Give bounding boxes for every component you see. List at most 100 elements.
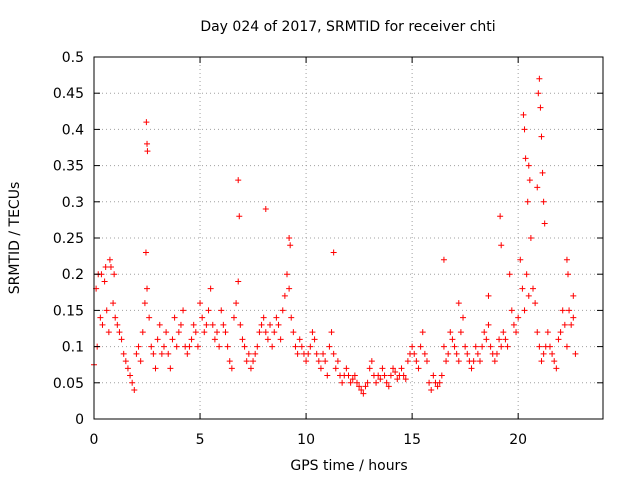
data-point (423, 358, 430, 365)
data-point (572, 350, 579, 357)
data-point (498, 343, 505, 350)
data-point (455, 300, 462, 307)
y-tick-label: 0.05 (53, 376, 84, 392)
data-point (523, 271, 530, 278)
data-point (462, 343, 469, 350)
data-point (277, 336, 284, 343)
data-point (315, 358, 322, 365)
data-point (101, 278, 108, 285)
data-point (214, 329, 221, 336)
data-point (294, 350, 301, 357)
data-point (413, 358, 420, 365)
data-point (143, 119, 150, 126)
data-point (430, 372, 437, 379)
data-point (156, 321, 163, 328)
data-point (102, 263, 109, 270)
data-point (373, 379, 380, 386)
x-tick-label: 10 (297, 432, 315, 448)
data-point (243, 358, 250, 365)
data-point (326, 343, 333, 350)
data-point (311, 336, 318, 343)
data-point (362, 383, 369, 390)
data-point (481, 329, 488, 336)
data-point (163, 329, 170, 336)
data-point (207, 285, 214, 292)
data-point (186, 343, 193, 350)
data-point (563, 256, 570, 263)
data-point (551, 358, 558, 365)
data-point (116, 329, 123, 336)
data-point (146, 314, 153, 321)
y-tick-label: 0.2 (62, 267, 84, 283)
data-point (472, 343, 479, 350)
data-point (237, 321, 244, 328)
data-point (150, 350, 157, 357)
data-point (262, 329, 269, 336)
data-point (379, 365, 386, 372)
data-point (317, 365, 324, 372)
data-point (426, 379, 433, 386)
data-point (508, 307, 515, 314)
data-point (287, 242, 294, 249)
data-point (417, 343, 424, 350)
data-point (409, 343, 416, 350)
data-point (283, 271, 290, 278)
data-point (194, 343, 201, 350)
data-point (525, 292, 532, 299)
data-point (385, 383, 392, 390)
data-point (343, 365, 350, 372)
data-point (506, 271, 513, 278)
data-point (99, 321, 106, 328)
data-point (356, 383, 363, 390)
data-point (455, 358, 462, 365)
data-point (513, 329, 520, 336)
data-point (546, 343, 553, 350)
data-point (559, 307, 566, 314)
data-point (366, 365, 373, 372)
y-tick-label: 0.5 (62, 50, 84, 66)
data-point (142, 249, 149, 256)
y-tick-label: 0.1 (62, 340, 84, 356)
data-point (307, 343, 314, 350)
data-point (114, 321, 121, 328)
data-point (561, 321, 568, 328)
data-point (152, 365, 159, 372)
data-point (553, 365, 560, 372)
data-point (169, 336, 176, 343)
data-point (224, 343, 231, 350)
data-point (313, 350, 320, 357)
data-point (540, 198, 547, 205)
data-point (106, 256, 113, 263)
data-point (122, 358, 129, 365)
data-point (375, 372, 382, 379)
data-point (324, 372, 331, 379)
data-point (453, 350, 460, 357)
data-point (262, 206, 269, 213)
data-point (540, 350, 547, 357)
data-point (464, 350, 471, 357)
data-point (536, 75, 543, 82)
data-point (254, 343, 261, 350)
data-point (390, 365, 397, 372)
grid (94, 57, 603, 419)
data-point (120, 350, 127, 357)
data-point (218, 307, 225, 314)
data-point (555, 336, 562, 343)
data-point (557, 329, 564, 336)
data-point (160, 343, 167, 350)
data-point (383, 379, 390, 386)
data-point (241, 343, 248, 350)
data-point (320, 350, 327, 357)
data-point (539, 169, 546, 176)
data-point (457, 329, 464, 336)
data-point (404, 358, 411, 365)
data-point (345, 372, 352, 379)
data-point (438, 372, 445, 379)
x-tick-label: 5 (196, 432, 205, 448)
data-point (411, 350, 418, 357)
data-point (440, 343, 447, 350)
data-point (190, 321, 197, 328)
data-point (368, 358, 375, 365)
data-point (264, 336, 271, 343)
data-point (544, 329, 551, 336)
